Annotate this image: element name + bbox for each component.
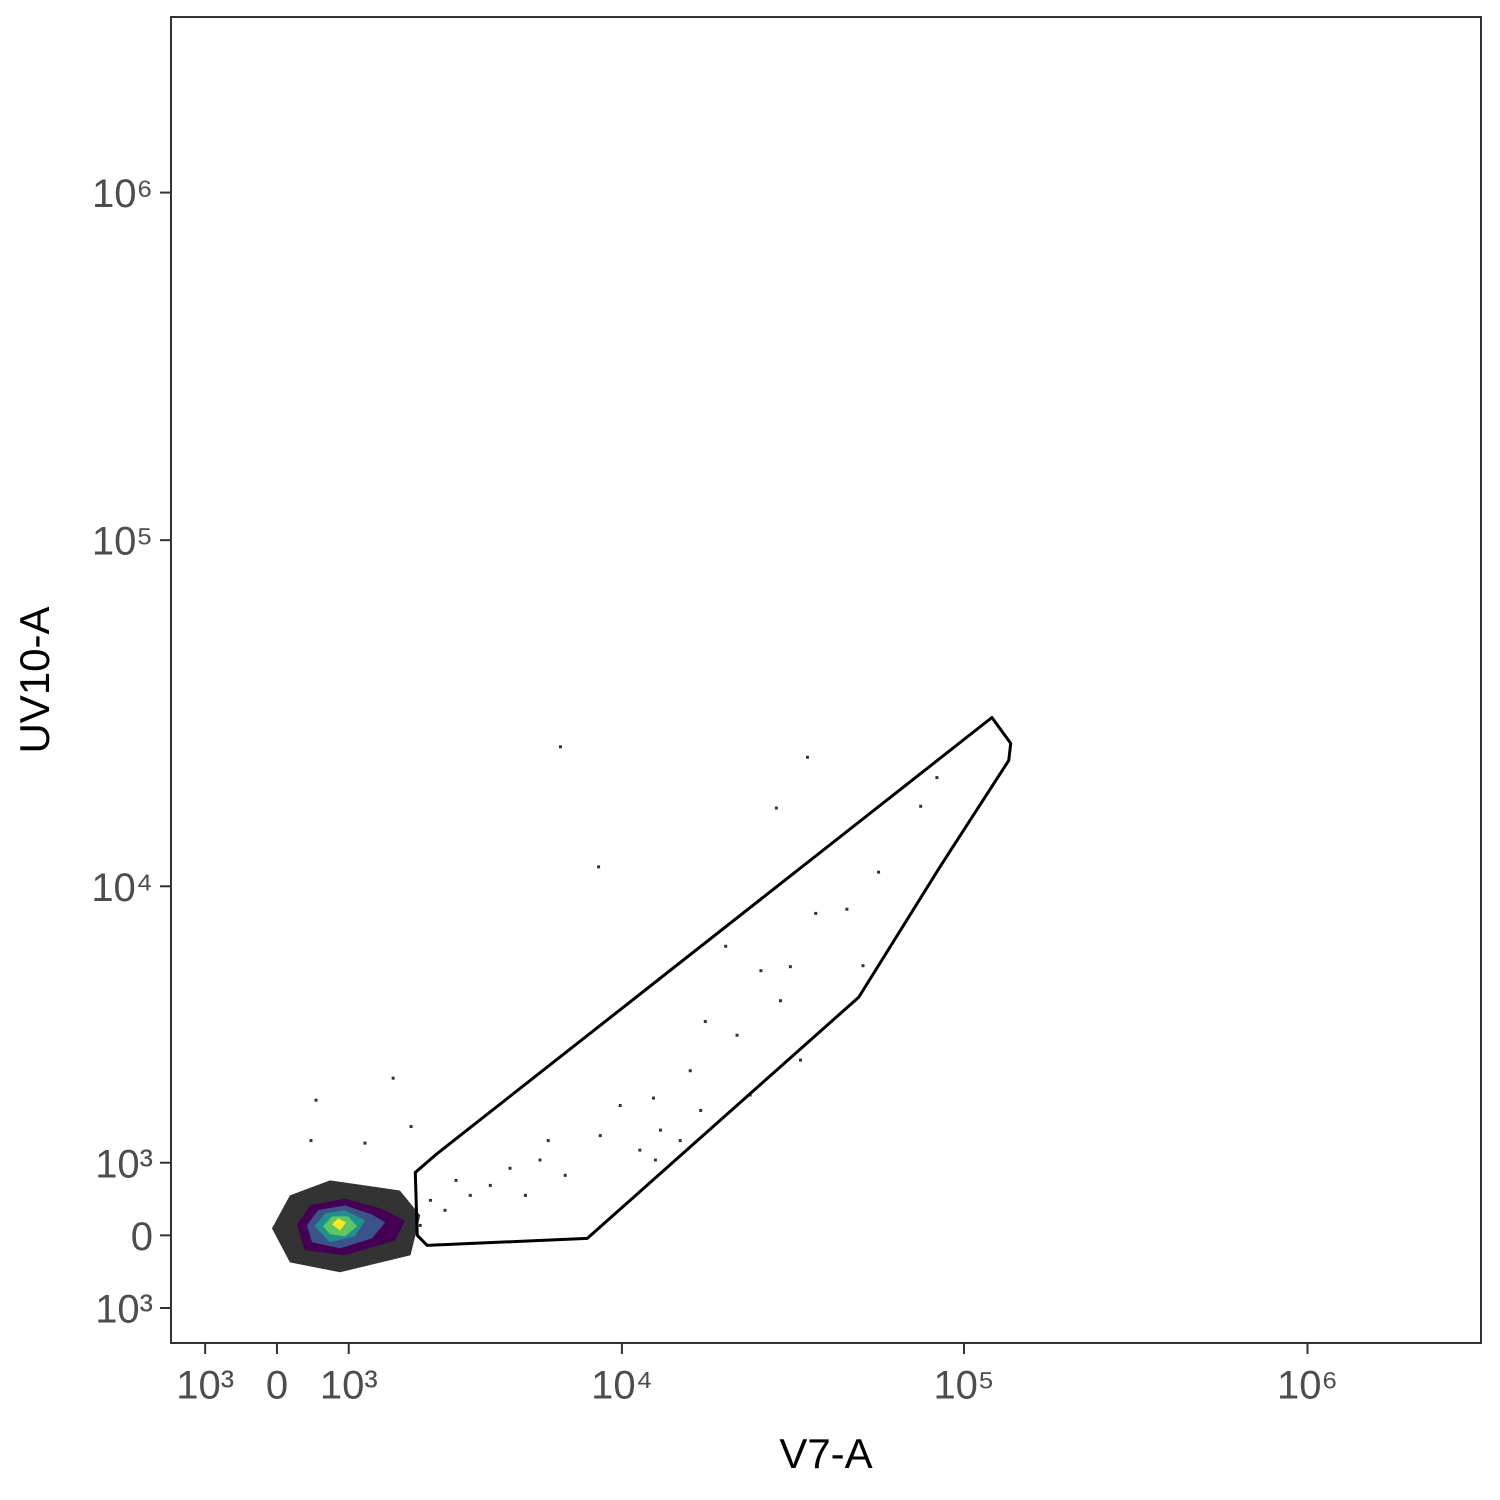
- data-point: [418, 1223, 422, 1227]
- x-axis-title: V7-A: [779, 1430, 872, 1477]
- y-tick-label: 10⁵: [92, 520, 153, 564]
- y-axis-title: UV10-A: [11, 606, 58, 753]
- data-point: [443, 1208, 447, 1212]
- data-point: [658, 1128, 662, 1132]
- data-point: [563, 1173, 567, 1177]
- data-point: [919, 804, 923, 808]
- x-tick-label: 0: [266, 1364, 288, 1408]
- data-point: [877, 870, 881, 874]
- data-point: [799, 1058, 803, 1062]
- x-tick-label: 10⁶: [1277, 1364, 1338, 1408]
- data-point: [538, 1158, 542, 1162]
- y-tick-label: 10³: [95, 1142, 153, 1186]
- plot-area: [271, 716, 1013, 1273]
- data-point: [309, 1139, 313, 1143]
- panel-border: [170, 16, 1482, 1344]
- data-point: [845, 907, 849, 911]
- y-tick-label: 10⁶: [92, 172, 153, 216]
- data-point: [653, 1158, 657, 1162]
- data-point: [638, 1148, 642, 1152]
- data-point: [935, 776, 939, 780]
- data-point: [678, 1139, 682, 1143]
- data-point: [724, 944, 728, 948]
- data-point: [814, 911, 818, 915]
- data-point: [546, 1139, 550, 1143]
- data-point: [779, 999, 783, 1003]
- data-point: [468, 1193, 472, 1197]
- x-tick-label: 10³: [320, 1364, 378, 1408]
- data-point: [699, 1108, 703, 1112]
- data-point: [597, 865, 601, 869]
- y-tick-label: 10³: [95, 1288, 153, 1332]
- data-point: [861, 964, 865, 968]
- data-point: [688, 1069, 692, 1073]
- data-point: [428, 1198, 432, 1202]
- y-tick-label: 10⁴: [91, 866, 153, 910]
- data-point: [618, 1104, 622, 1108]
- data-point: [703, 1020, 707, 1024]
- data-point: [598, 1134, 602, 1138]
- x-tick-label: 10⁴: [591, 1364, 653, 1408]
- data-point: [774, 806, 778, 810]
- data-point: [523, 1193, 527, 1197]
- gate: [413, 716, 1013, 1247]
- data-point: [788, 965, 792, 969]
- data-point: [409, 1125, 413, 1129]
- data-point: [488, 1183, 492, 1187]
- data-point: [363, 1141, 367, 1145]
- density-contour: [331, 1218, 347, 1231]
- data-point: [735, 1033, 739, 1037]
- data-point: [805, 755, 809, 759]
- data-point: [391, 1076, 395, 1080]
- data-point: [454, 1178, 458, 1182]
- data-point: [759, 969, 763, 973]
- data-point: [652, 1096, 656, 1100]
- y-tick-label: 0: [131, 1215, 153, 1259]
- data-point: [314, 1098, 318, 1102]
- data-point: [558, 745, 562, 749]
- x-tick-label: 10³: [176, 1364, 234, 1408]
- data-point: [508, 1166, 512, 1170]
- x-tick-label: 10⁵: [933, 1364, 994, 1408]
